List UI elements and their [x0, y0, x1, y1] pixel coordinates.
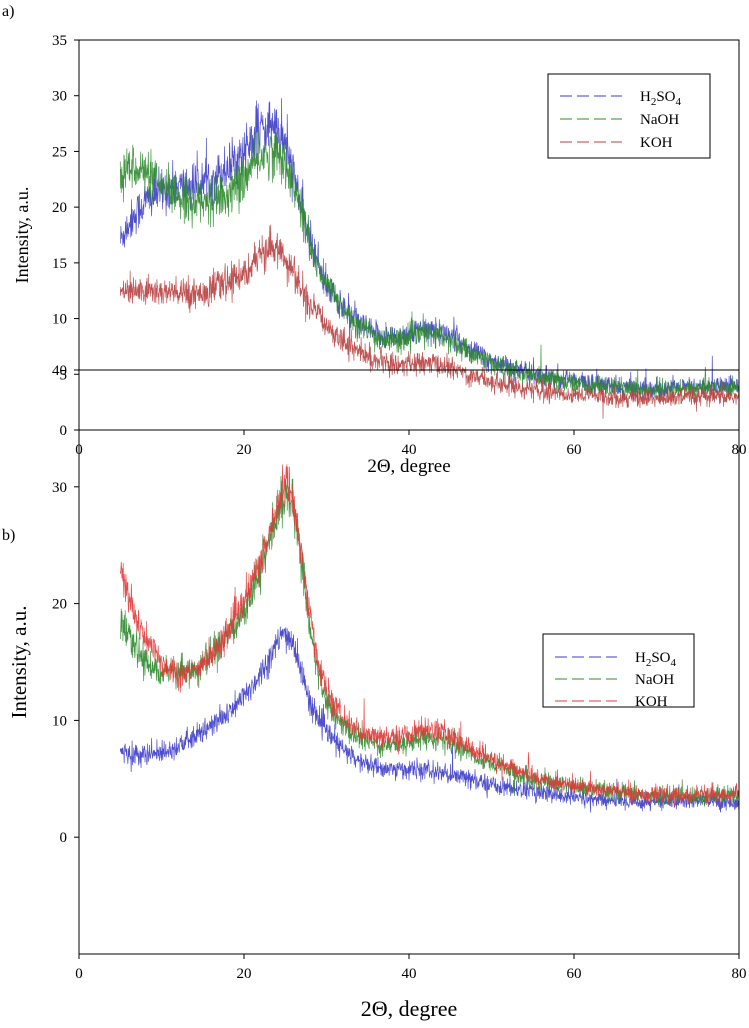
legend: H2SO4 NaOH KOH	[542, 633, 695, 710]
x-tick-label: 60	[567, 966, 582, 982]
legend-label-h2so4: H2SO4	[635, 650, 677, 669]
y-tick-label: 10	[52, 312, 67, 328]
legend-box	[547, 73, 711, 159]
legend-label-h2so4: H2SO4	[640, 89, 682, 108]
series-line-koh	[119, 224, 740, 419]
y-tick-label: 40	[52, 363, 67, 379]
x-tick-label: 60	[567, 442, 582, 458]
y-axis-title: Intensity, a.u.	[12, 187, 32, 284]
y-tick-label: 0	[60, 830, 68, 846]
legend-label-naoh: NaOH	[635, 672, 674, 688]
y-tick-label: 10	[52, 713, 67, 729]
y-tick-label: 20	[52, 597, 67, 613]
x-tick-label: 0	[75, 966, 83, 982]
x-tick-label: 20	[237, 442, 252, 458]
y-tick-label: 20	[52, 200, 67, 216]
x-tick-label: 40	[402, 442, 417, 458]
x-tick-label: 20	[237, 966, 252, 982]
x-axis-title: 2Θ, degree	[361, 996, 458, 1021]
y-tick-label: 30	[52, 480, 67, 496]
y-tick-label: 5	[60, 367, 68, 383]
legend-label-koh: KOH	[635, 694, 668, 710]
legend-box	[542, 633, 695, 708]
series-line-h2so4	[119, 626, 740, 813]
panel-label: b)	[2, 527, 15, 544]
x-tick-label: 80	[732, 966, 747, 982]
legend-label-naoh: NaOH	[640, 112, 679, 128]
panel-label: a)	[2, 3, 14, 20]
y-tick-label: 35	[52, 33, 67, 49]
y-tick-label: 15	[52, 256, 67, 272]
series-line-naoh	[119, 130, 740, 405]
x-axis-title: 2Θ, degree	[367, 456, 450, 477]
y-tick-label: 0	[60, 423, 68, 439]
y-axis-title: Intensity, a.u.	[7, 606, 31, 719]
y-tick-label: 30	[52, 89, 67, 105]
legend-label-koh: KOH	[640, 135, 673, 151]
legend: H2SO4 NaOH KOH	[547, 73, 711, 159]
series-line-koh	[119, 464, 740, 808]
y-tick-label: 25	[52, 144, 67, 160]
x-tick-label: 40	[402, 966, 417, 982]
